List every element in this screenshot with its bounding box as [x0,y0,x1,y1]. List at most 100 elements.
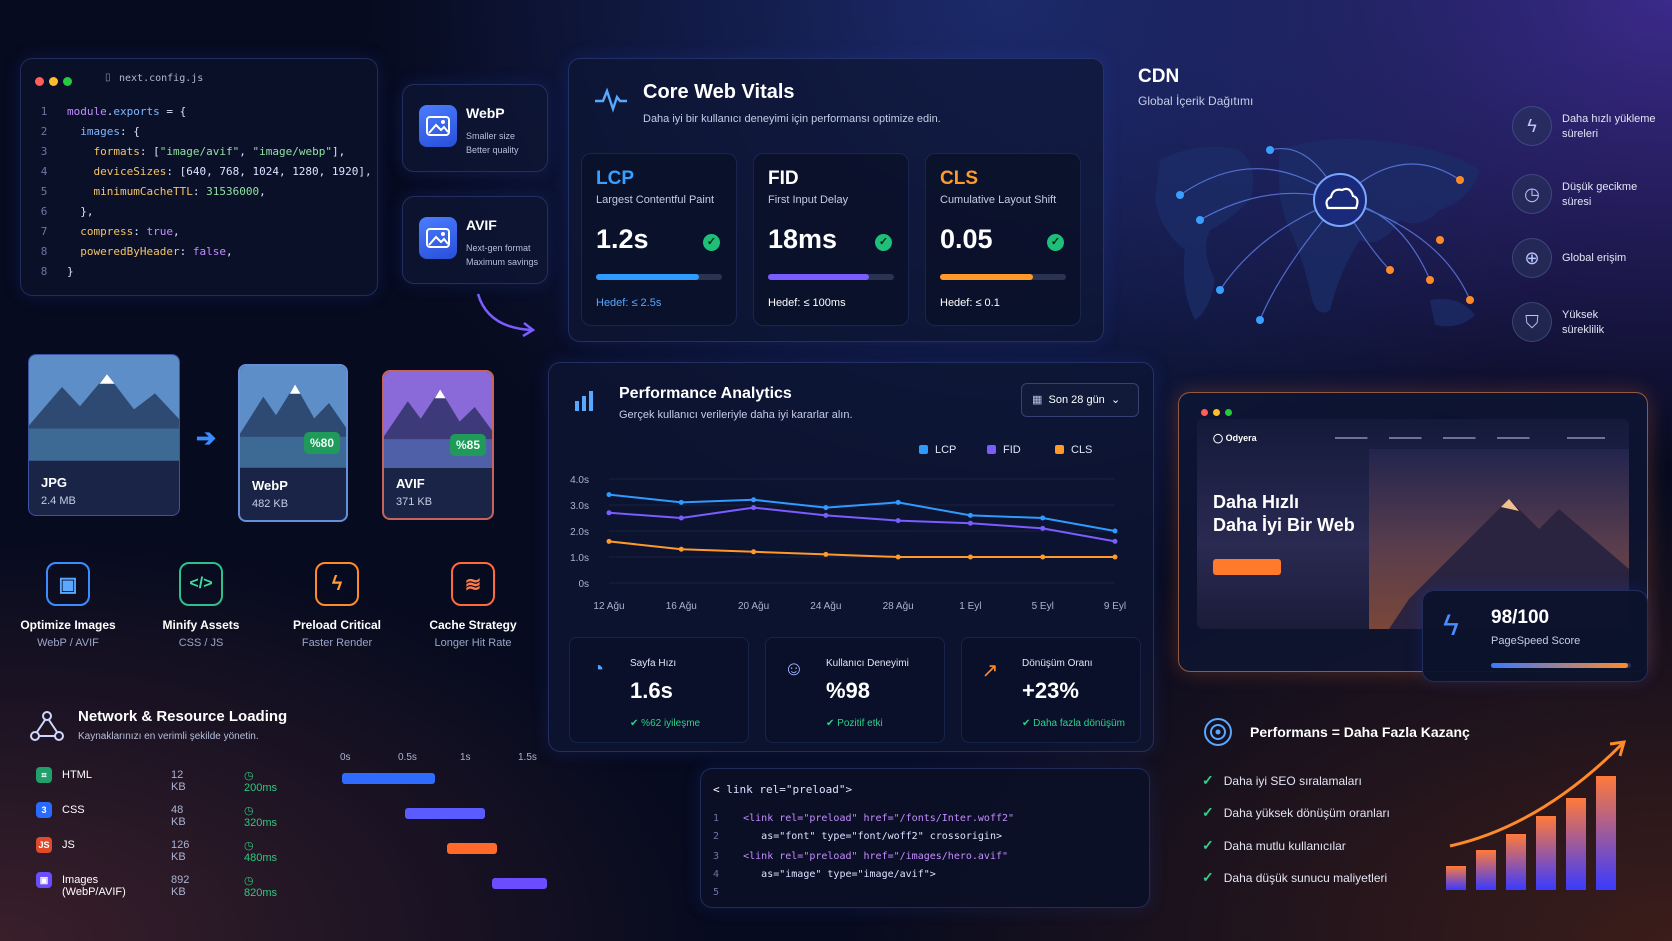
html-icon: ⌗ [36,767,52,783]
gain-item: ✓ Daha yüksek dönüşüm oranları [1202,804,1390,820]
analytics-title: Performance Analytics [619,385,792,402]
step-cache-strategy[interactable]: ≋ Cache Strategy Longer Hit Rate [413,562,533,649]
cdn-title: CDN [1138,66,1180,87]
data-point [895,554,901,560]
image-format-label: JPG [41,475,68,490]
pagespeed-card[interactable]: ϟ 98/100 PageSpeed Score [1422,590,1648,682]
site-cta-button[interactable] [1213,559,1281,575]
x-tick-label: 5 Eyl [1032,601,1054,612]
maximize-dot[interactable] [63,77,72,86]
code-line: 3 <link rel="preload" href="/images/hero… [713,851,1009,862]
data-point [606,492,612,498]
step-sub: CSS / JS [178,637,224,649]
vital-card-lcp[interactable]: LCP Largest Contentful Paint 1.2s ✓ Hede… [581,153,737,326]
image-card-webp[interactable]: %80 WebP 482 KB [238,364,348,522]
close-dot[interactable] [35,77,44,86]
data-point [823,505,829,511]
code-icon: </> [179,562,223,606]
pagespeed-score: 98/100 [1491,607,1550,628]
format-desc: Smaller size Better quality [466,131,519,155]
vital-progress [596,274,722,280]
gains-title: Performans = Daha Fazla Kazanç [1250,724,1470,740]
window-controls [35,73,77,91]
preload-code-panel: < link rel="preload"> 1 <link rel="prelo… [700,768,1150,908]
cdn-feature: Global erişim [1562,252,1627,264]
x-tick-label: 16 Ağu [666,601,697,612]
gain-item: ✓ Daha düşük sunucu maliyetleri [1202,869,1388,885]
analytics-panel: Performance Analytics Gerçek kullanıcı v… [548,362,1154,752]
date-range-select[interactable]: ▦ Son 28 gün ⌄ [1021,383,1139,417]
image-card-jpg[interactable]: JPG 2.4 MB [28,354,180,516]
code-line: 3 formats: ["image/avif", "image/webp"], [40,145,346,158]
data-point [678,515,684,521]
panel-subtitle: Daha iyi bir kullanıcı deneyimi için per… [643,113,941,125]
image-icon: ▣ [46,562,90,606]
data-point [1112,554,1118,560]
analytics-line-chart: 0s 1.0s 2.0s 3.0s 4.0s 12 Ağu 16 Ağu 20 Ağu 24 A… [570,444,1126,612]
data-point [967,520,973,526]
metric-card-conversion: ↗ Dönüşüm Oranı +23% ✔ Daha fazla dönüşü… [961,637,1141,743]
data-point [678,499,684,505]
site-brand[interactable]: ◯ Odyera [1213,433,1257,443]
step-preload-critical[interactable]: ϟ Preload Critical Faster Render [277,562,397,649]
data-point [751,497,757,503]
series-line-cls [608,540,1115,558]
step-optimize-images[interactable]: ▣ Optimize Images WebP / AVIF [8,562,128,649]
legend-label: FID [1003,444,1021,456]
data-point [1112,538,1118,544]
data-point [823,551,829,557]
legend-swatch [1055,445,1064,454]
cdn-feature: Daha hızlı yükleme süreleri [1562,113,1656,140]
vital-abbr: LCP [596,168,634,189]
globe-icon: ⊕ [1512,238,1552,278]
data-point [895,499,901,505]
vital-progress [940,274,1066,280]
vital-card-cls[interactable]: CLS Cumulative Layout Shift 0.05 ✓ Hedef… [925,153,1081,326]
code-line: 7 compress: true, [40,225,180,238]
vital-value: 0.05 [940,224,993,254]
waterfall-bar [342,773,435,784]
check-icon: ✓ [1202,837,1214,853]
format-card-webp[interactable]: WebP Smaller size Better quality [402,84,548,172]
check-icon: ✓ [875,234,892,251]
data-point [895,518,901,524]
data-point [1040,554,1046,560]
pagespeed-bar [1491,663,1631,668]
minimize-dot[interactable] [49,77,58,86]
lightning-icon: ϟ [1512,106,1552,146]
check-icon: ✓ [1047,234,1064,251]
window-controls [1201,403,1237,421]
cdn-subtitle: Global İçerik Dağıtımı [1138,94,1254,108]
chevron-down-icon: ⌄ [1110,394,1121,406]
vital-target: Hedef: ≤ 2.5s [596,297,662,309]
x-tick-label: 20 Ağu [738,601,769,612]
database-icon: ≋ [451,562,495,606]
data-point [678,546,684,552]
vital-target: Hedef: ≤ 0.1 [940,297,1000,309]
bar-chart-icon [575,391,593,411]
analytics-subtitle: Gerçek kullanıcı verileriyle daha iyi ka… [619,409,853,421]
data-point [1112,528,1118,534]
legend-swatch [919,445,928,454]
step-sub: WebP / AVIF [37,637,99,649]
legend-label: CLS [1071,444,1092,456]
core-web-vitals-panel: Core Web Vitals Daha iyi bir kullanıcı d… [568,58,1104,342]
check-icon: ✓ [1202,772,1214,788]
calendar-icon: ▦ [1032,394,1043,406]
vital-name: Cumulative Layout Shift [940,194,1057,206]
image-icon: ▣ [36,872,52,888]
code-line: 8 poweredByHeader: false, [40,245,233,258]
data-point [606,510,612,516]
image-card-avif[interactable]: %85 AVIF 371 KB [382,370,494,520]
x-tick-label: 1 Eyl [959,601,981,612]
arrow-right-icon: ➔ [196,425,217,452]
world-map [1155,138,1480,327]
editor-filename[interactable]: next.config.js [119,73,204,84]
format-card-avif[interactable]: AVIF Next-gen format Maximum savings [402,196,548,284]
step-minify-assets[interactable]: </> Minify Assets CSS / JS [141,562,261,649]
code-line: 6 }, [40,205,94,218]
metric-card-speed: ◔ Sayfa Hızı 1.6s ✔ %62 iyileşme [569,637,749,743]
vital-card-fid[interactable]: FID First Input Delay 18ms ✓ Hedef: ≤ 10… [753,153,909,326]
code-editor-panel: ▯ next.config.js 1 module.exports = { 2 i… [20,58,378,296]
code-line: 2 images: { [40,125,140,138]
